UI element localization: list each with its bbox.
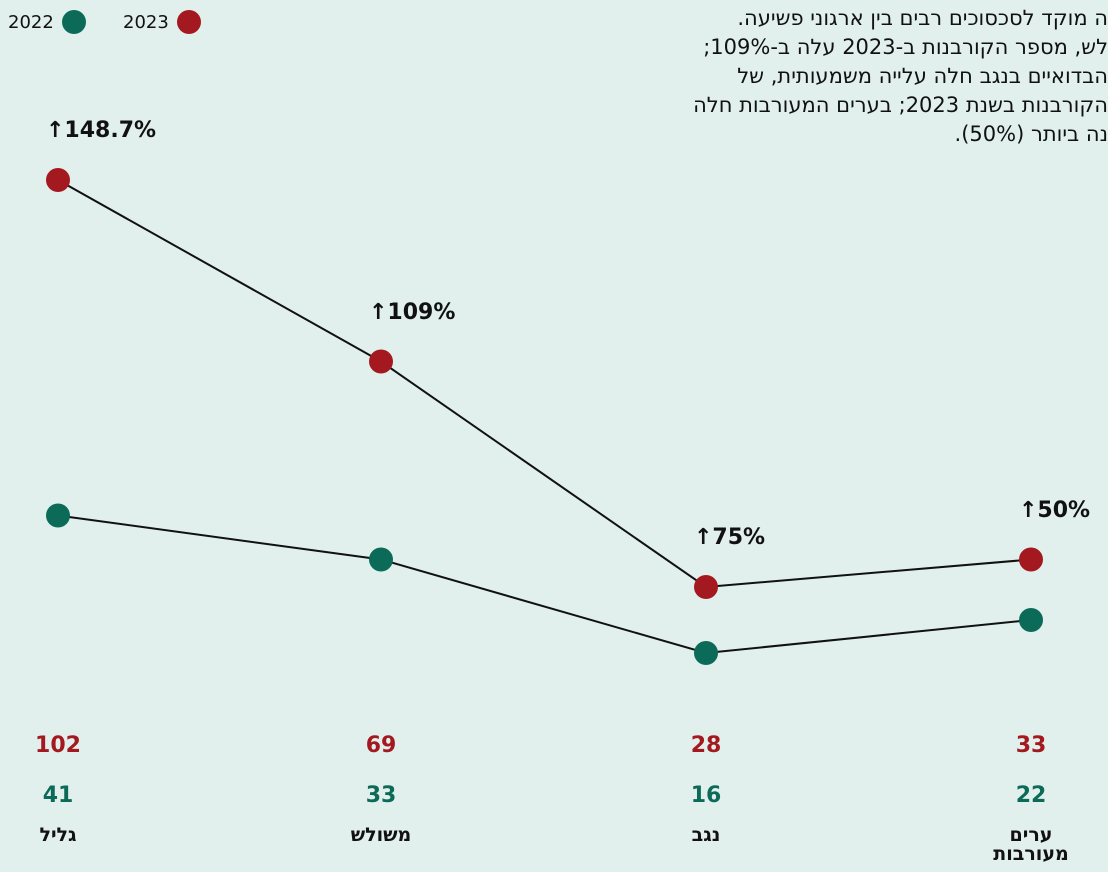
point	[46, 503, 70, 528]
legend-item: 2022	[8, 10, 86, 34]
legend-swatch	[176, 10, 201, 34]
point	[1019, 608, 1043, 632]
point	[369, 547, 393, 572]
description-line: ה מוקד לסכסוכים רבים בין ארגוני פשיעה.	[737, 6, 1108, 30]
legend-label: 2022	[8, 11, 54, 33]
category-label: משולש	[350, 824, 412, 846]
value-label: 41	[42, 783, 74, 808]
description-line: הבדואיים בנגב חלה עלייה משמעותית, של	[737, 64, 1108, 88]
value-label: 16	[690, 783, 722, 808]
value-label: 69	[365, 733, 397, 758]
category-label: ערים מעורבות	[993, 824, 1069, 865]
point	[46, 168, 70, 192]
annotation: ↑148.7%	[46, 118, 157, 143]
category-label: נגב	[691, 824, 721, 846]
description-line: נה ביותר (50%).	[954, 122, 1108, 146]
description-line: הקורבנות בשנת 2023; בערים המעורבות חלה	[693, 93, 1108, 117]
point	[369, 349, 393, 374]
description-line: לש, מספר הקורבנות ב-2023 עלה ב-109%;	[703, 35, 1108, 59]
value-label: 22	[1015, 783, 1047, 808]
point	[694, 575, 718, 599]
annotation: ↑50%	[1019, 497, 1091, 523]
value-label: 28	[690, 733, 722, 758]
description: ה מוקד לסכסוכים רבים בין ארגוני פשיעה. לש…	[693, 4, 1108, 149]
value-label: 33	[1015, 733, 1047, 758]
point	[694, 641, 718, 665]
value-label: 33	[365, 783, 397, 808]
value-label: 102	[35, 733, 81, 758]
annotation: ↑109%	[369, 299, 456, 325]
category-label: גליל	[39, 824, 77, 846]
legend-swatch	[61, 10, 86, 34]
series-line	[57, 514, 1032, 655]
legend-item: 2023	[123, 10, 201, 34]
series-line	[57, 179, 1032, 589]
legend-label: 2023	[123, 11, 169, 33]
point	[1019, 547, 1043, 572]
annotation: ↑75%	[694, 525, 766, 550]
